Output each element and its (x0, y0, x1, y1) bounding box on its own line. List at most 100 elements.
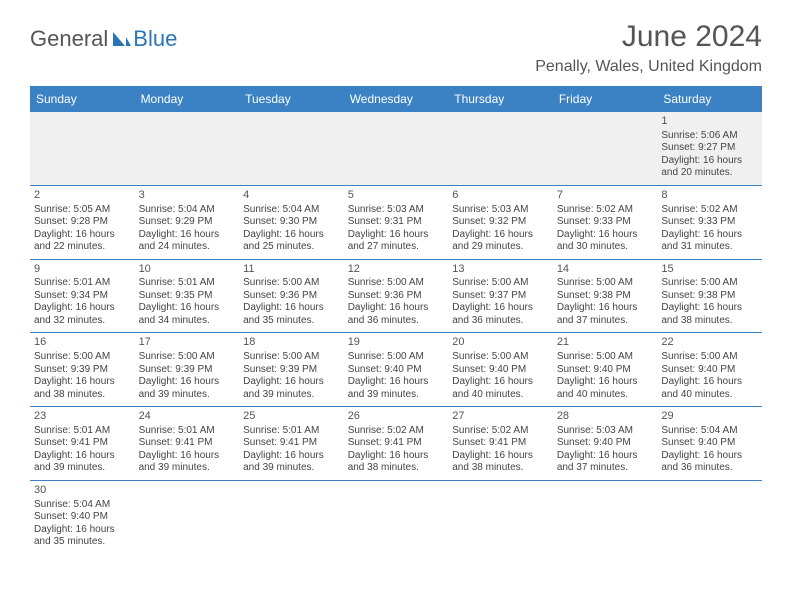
calendar-cell (239, 480, 344, 553)
daylight-text: and 35 minutes. (243, 315, 340, 328)
day-number: 26 (348, 410, 445, 424)
calendar-cell (344, 112, 449, 185)
location: Penally, Wales, United Kingdom (535, 58, 762, 76)
calendar-cell (553, 112, 658, 185)
calendar-cell: 25Sunrise: 5:01 AMSunset: 9:41 PMDayligh… (239, 407, 344, 481)
calendar-cell (135, 112, 240, 185)
day-number: 12 (348, 263, 445, 277)
sunrise-text: Sunrise: 5:00 AM (661, 351, 758, 364)
sunrise-text: Sunrise: 5:00 AM (452, 277, 549, 290)
logo: General Blue (30, 26, 177, 52)
sunset-text: Sunset: 9:40 PM (661, 364, 758, 377)
sunrise-text: Sunrise: 5:03 AM (348, 204, 445, 217)
daylight-text: and 36 minutes. (452, 315, 549, 328)
daylight-text: and 32 minutes. (34, 315, 131, 328)
daylight-text: and 40 minutes. (661, 389, 758, 402)
sunset-text: Sunset: 9:39 PM (139, 364, 236, 377)
sunset-text: Sunset: 9:34 PM (34, 290, 131, 303)
sunrise-text: Sunrise: 5:00 AM (348, 351, 445, 364)
sunset-text: Sunset: 9:40 PM (557, 364, 654, 377)
sunrise-text: Sunrise: 5:00 AM (661, 277, 758, 290)
daylight-text: and 40 minutes. (557, 389, 654, 402)
day-number: 14 (557, 263, 654, 277)
daylight-text: Daylight: 16 hours (139, 302, 236, 315)
calendar-cell: 2Sunrise: 5:05 AMSunset: 9:28 PMDaylight… (30, 185, 135, 259)
calendar-week: 16Sunrise: 5:00 AMSunset: 9:39 PMDayligh… (30, 333, 762, 407)
sunset-text: Sunset: 9:33 PM (557, 216, 654, 229)
sunset-text: Sunset: 9:30 PM (243, 216, 340, 229)
sunset-text: Sunset: 9:31 PM (348, 216, 445, 229)
calendar-cell: 12Sunrise: 5:00 AMSunset: 9:36 PMDayligh… (344, 259, 449, 333)
day-number: 3 (139, 189, 236, 203)
day-number: 27 (452, 410, 549, 424)
day-header: Friday (553, 86, 658, 112)
calendar-cell: 29Sunrise: 5:04 AMSunset: 9:40 PMDayligh… (657, 407, 762, 481)
daylight-text: and 38 minutes. (452, 462, 549, 475)
calendar-cell: 22Sunrise: 5:00 AMSunset: 9:40 PMDayligh… (657, 333, 762, 407)
sunrise-text: Sunrise: 5:02 AM (557, 204, 654, 217)
calendar-cell (448, 112, 553, 185)
sunset-text: Sunset: 9:35 PM (139, 290, 236, 303)
daylight-text: Daylight: 16 hours (34, 450, 131, 463)
sunrise-text: Sunrise: 5:06 AM (661, 130, 758, 143)
daylight-text: and 31 minutes. (661, 241, 758, 254)
daylight-text: Daylight: 16 hours (34, 376, 131, 389)
daylight-text: Daylight: 16 hours (139, 376, 236, 389)
daylight-text: and 29 minutes. (452, 241, 549, 254)
day-header: Saturday (657, 86, 762, 112)
sunrise-text: Sunrise: 5:00 AM (139, 351, 236, 364)
sunset-text: Sunset: 9:32 PM (452, 216, 549, 229)
sunrise-text: Sunrise: 5:00 AM (557, 351, 654, 364)
calendar-cell: 16Sunrise: 5:00 AMSunset: 9:39 PMDayligh… (30, 333, 135, 407)
daylight-text: and 36 minutes. (661, 462, 758, 475)
sunrise-text: Sunrise: 5:00 AM (243, 277, 340, 290)
day-number: 28 (557, 410, 654, 424)
calendar-cell: 26Sunrise: 5:02 AMSunset: 9:41 PMDayligh… (344, 407, 449, 481)
sunset-text: Sunset: 9:28 PM (34, 216, 131, 229)
day-number: 1 (661, 115, 758, 129)
calendar-week: 30Sunrise: 5:04 AMSunset: 9:40 PMDayligh… (30, 480, 762, 553)
calendar-cell: 27Sunrise: 5:02 AMSunset: 9:41 PMDayligh… (448, 407, 553, 481)
calendar-cell: 1Sunrise: 5:06 AMSunset: 9:27 PMDaylight… (657, 112, 762, 185)
day-number: 29 (661, 410, 758, 424)
daylight-text: Daylight: 16 hours (557, 302, 654, 315)
calendar-cell (448, 480, 553, 553)
daylight-text: Daylight: 16 hours (557, 376, 654, 389)
daylight-text: Daylight: 16 hours (452, 376, 549, 389)
sunset-text: Sunset: 9:41 PM (243, 437, 340, 450)
sunset-text: Sunset: 9:38 PM (661, 290, 758, 303)
sunrise-text: Sunrise: 5:01 AM (243, 425, 340, 438)
sunset-text: Sunset: 9:27 PM (661, 142, 758, 155)
logo-text-blue: Blue (133, 26, 177, 52)
sunrise-text: Sunrise: 5:03 AM (452, 204, 549, 217)
day-number: 9 (34, 263, 131, 277)
month-title: June 2024 (535, 20, 762, 54)
day-number: 8 (661, 189, 758, 203)
calendar-cell: 17Sunrise: 5:00 AMSunset: 9:39 PMDayligh… (135, 333, 240, 407)
sunrise-text: Sunrise: 5:00 AM (34, 351, 131, 364)
daylight-text: Daylight: 16 hours (661, 302, 758, 315)
sunrise-text: Sunrise: 5:00 AM (243, 351, 340, 364)
sunrise-text: Sunrise: 5:05 AM (34, 204, 131, 217)
calendar-cell (657, 480, 762, 553)
daylight-text: Daylight: 16 hours (557, 229, 654, 242)
calendar-week: 9Sunrise: 5:01 AMSunset: 9:34 PMDaylight… (30, 259, 762, 333)
day-header: Wednesday (344, 86, 449, 112)
daylight-text: Daylight: 16 hours (452, 450, 549, 463)
header: General Blue June 2024 Penally, Wales, U… (30, 20, 762, 76)
day-number: 11 (243, 263, 340, 277)
calendar-cell: 21Sunrise: 5:00 AMSunset: 9:40 PMDayligh… (553, 333, 658, 407)
day-number: 10 (139, 263, 236, 277)
daylight-text: Daylight: 16 hours (34, 524, 131, 537)
daylight-text: Daylight: 16 hours (452, 229, 549, 242)
sunrise-text: Sunrise: 5:00 AM (452, 351, 549, 364)
calendar-cell: 30Sunrise: 5:04 AMSunset: 9:40 PMDayligh… (30, 480, 135, 553)
sunset-text: Sunset: 9:40 PM (452, 364, 549, 377)
daylight-text: and 20 minutes. (661, 167, 758, 180)
sunset-text: Sunset: 9:36 PM (243, 290, 340, 303)
sunrise-text: Sunrise: 5:02 AM (452, 425, 549, 438)
sunrise-text: Sunrise: 5:01 AM (139, 425, 236, 438)
daylight-text: Daylight: 16 hours (661, 229, 758, 242)
sunset-text: Sunset: 9:40 PM (348, 364, 445, 377)
calendar-cell: 3Sunrise: 5:04 AMSunset: 9:29 PMDaylight… (135, 185, 240, 259)
